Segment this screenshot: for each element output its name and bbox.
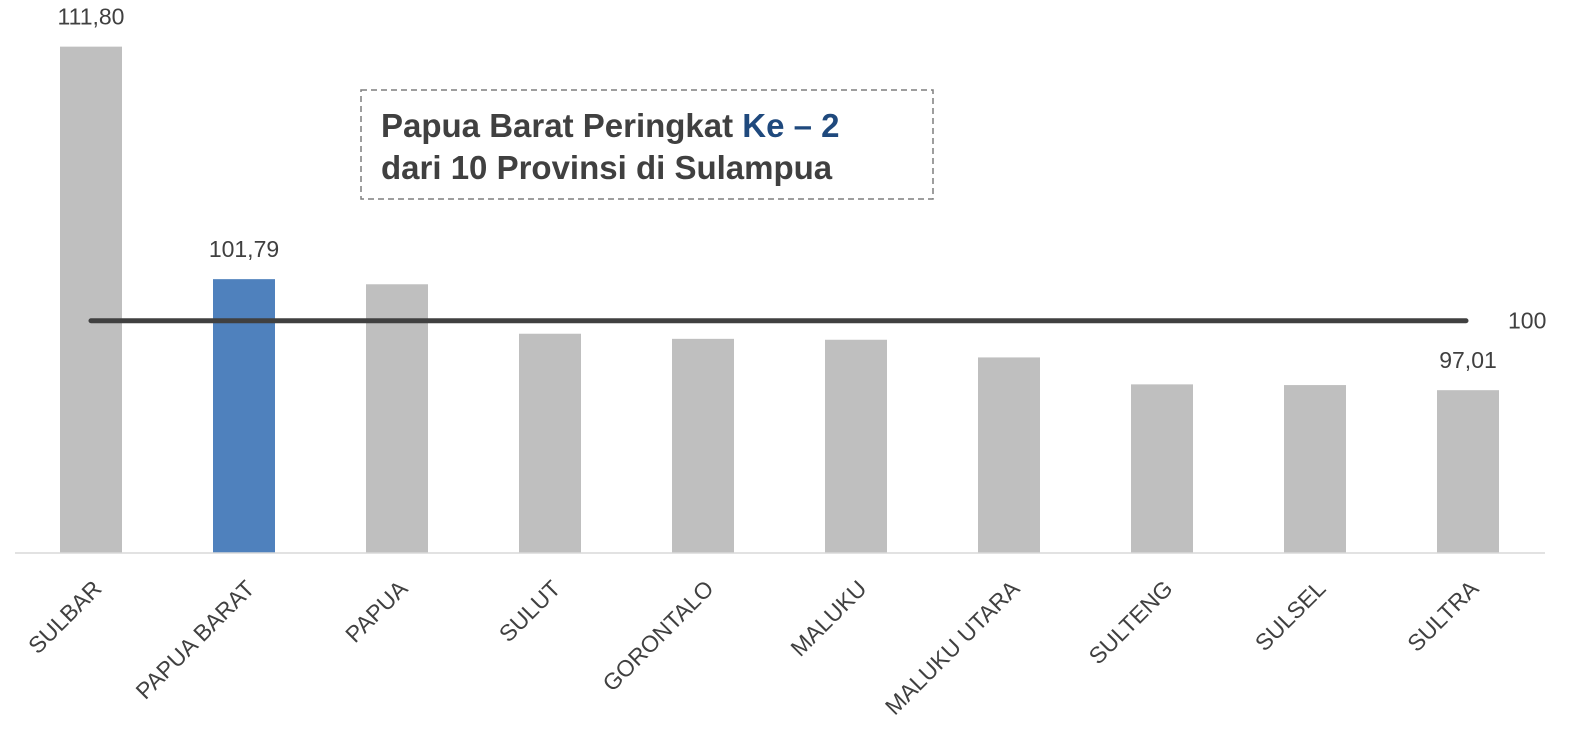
bar bbox=[60, 46, 122, 554]
bar bbox=[366, 284, 428, 553]
bar bbox=[1284, 385, 1346, 553]
bar bbox=[213, 279, 275, 553]
x-tick-label: SULTRA bbox=[1402, 575, 1484, 657]
reference-label: 100 bbox=[1508, 308, 1546, 334]
x-tick-label: PAPUA BARAT bbox=[131, 575, 260, 704]
bar bbox=[672, 338, 734, 553]
annotation: Papua Barat Peringkat Ke – 2 bbox=[381, 107, 840, 144]
bar bbox=[978, 357, 1040, 553]
x-tick-label: SULSEL bbox=[1250, 575, 1331, 656]
x-tick-label: MALUKU UTARA bbox=[880, 575, 1025, 720]
x-tick-label: GORONTALO bbox=[597, 575, 718, 696]
bar bbox=[1131, 384, 1193, 553]
annotation-text: Papua Barat Peringkat bbox=[381, 107, 742, 144]
annotation-text: dari 10 Provinsi di Sulampua bbox=[381, 149, 833, 186]
bar bbox=[1437, 390, 1499, 553]
bar bbox=[519, 333, 581, 553]
x-tick-label: SULBAR bbox=[23, 575, 106, 658]
x-tick-label: SULUT bbox=[494, 575, 566, 647]
bar bbox=[825, 339, 887, 553]
annotation-box bbox=[360, 89, 934, 200]
data-label: 101,79 bbox=[209, 236, 279, 262]
annotation-highlight: Ke – 2 bbox=[742, 107, 839, 144]
x-tick-label: PAPUA bbox=[340, 575, 413, 648]
data-label: 97,01 bbox=[1439, 347, 1497, 373]
x-tick-label: SULTENG bbox=[1084, 575, 1178, 669]
data-label: 111,80 bbox=[58, 4, 125, 30]
x-tick-label: MALUKU bbox=[785, 575, 871, 661]
